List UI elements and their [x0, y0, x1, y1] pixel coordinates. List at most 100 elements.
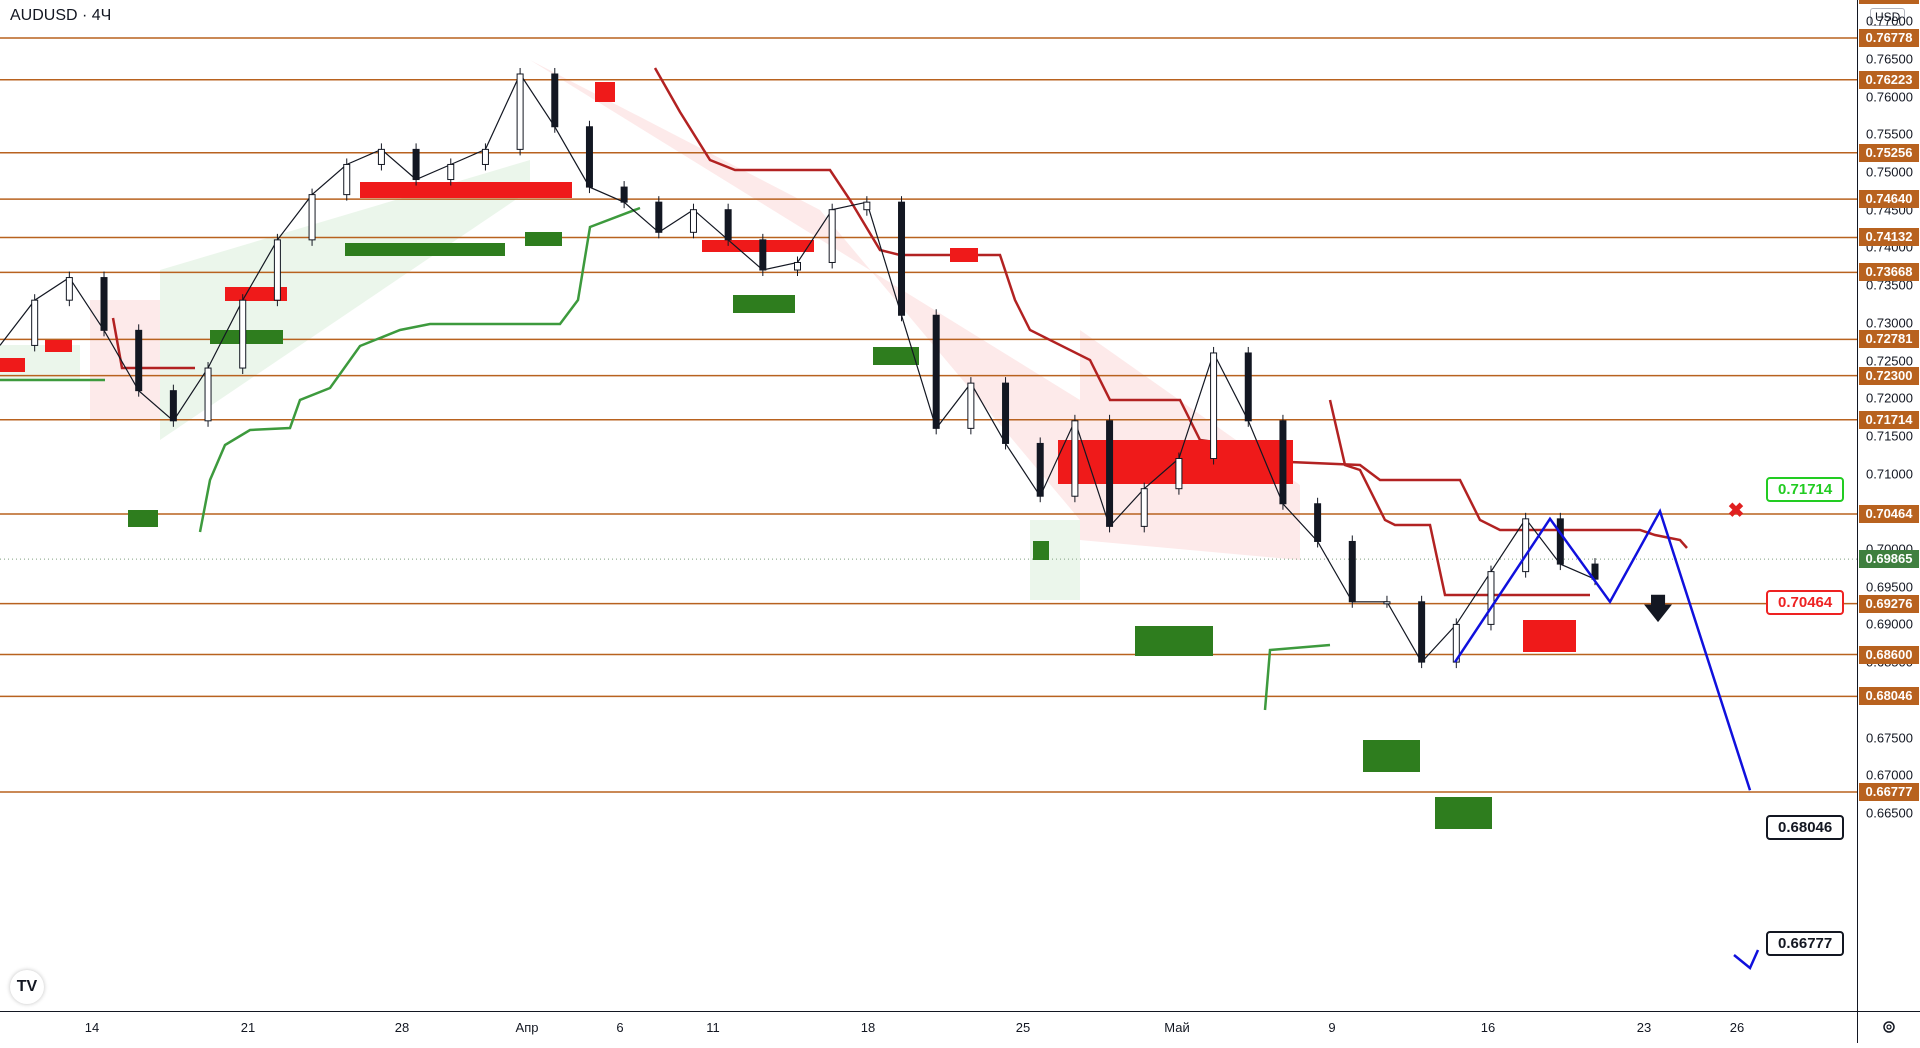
candle-body-16 [551, 73, 559, 128]
candle-body-20 [689, 209, 697, 233]
forecast-path [1453, 508, 1752, 791]
supertrend-down-1 [653, 67, 1688, 549]
level-price-label: 0.75256 [1859, 143, 1919, 162]
candle-body-5 [169, 390, 177, 422]
level-price-label: 0.66777 [1859, 783, 1919, 801]
level-price-label: 0.76223 [1859, 70, 1919, 89]
candle-body-24 [828, 209, 836, 263]
resistance-zone-1 [45, 340, 72, 352]
resistance-zone-8 [595, 82, 615, 102]
level-price-label: 0.71714 [1859, 410, 1919, 429]
candle-body-44 [1522, 518, 1530, 573]
price-callout[interactable]: 0.66777 [1766, 931, 1845, 956]
current-price-label: 0.69865 [1859, 550, 1919, 569]
time-tick: Апр [515, 1020, 539, 1035]
resistance-zone-5 [360, 182, 572, 198]
candle-body-2 [65, 277, 73, 301]
supertrend-up-1 [198, 206, 641, 533]
time-tick: Май [1164, 1020, 1190, 1035]
support-zone-17 [1435, 797, 1492, 829]
support-zone-15 [1135, 626, 1213, 656]
price-tick: 0.69500 [1866, 579, 1913, 595]
price-tick: 0.67000 [1866, 767, 1913, 783]
price-tick: 0.71000 [1866, 466, 1913, 482]
time-axis[interactable]: 14 21 28 Апр 6 11 18 25 Май 9 16 23 26 [0, 1011, 1857, 1043]
price-tick: 0.73000 [1866, 315, 1913, 331]
supertrend-up-2 [1263, 643, 1331, 711]
tradingview-logo[interactable]: TV [10, 970, 44, 1004]
resistance-zone-12 [950, 248, 978, 262]
candle-body-45 [1556, 518, 1564, 565]
support-zone-13 [1033, 541, 1049, 560]
time-tick: 25 [1015, 1020, 1031, 1035]
candle-body-6 [204, 367, 212, 422]
currency-selector[interactable]: USD [1870, 8, 1906, 26]
price-tick: 0.72000 [1866, 390, 1913, 406]
candle-body-39 [1348, 540, 1356, 603]
price-scale[interactable]: USD 0.77000 0.76500 0.76000 0.75500 0.75000 0… [1857, 0, 1920, 1011]
candle-body-22 [759, 239, 767, 271]
candle-body-15 [516, 73, 524, 150]
candle-body-26 [898, 201, 906, 316]
candle-body-43 [1487, 571, 1495, 625]
candle-body-38 [1314, 503, 1322, 542]
time-tick: 28 [394, 1020, 410, 1035]
time-tick: 6 [616, 1020, 624, 1035]
candle-body-25 [863, 201, 871, 211]
resistance-zone-18 [1523, 620, 1576, 652]
time-tick: 14 [84, 1020, 100, 1035]
price-tick: 0.76500 [1866, 51, 1913, 67]
price-tick: 0.66500 [1866, 805, 1913, 821]
support-zone-2 [128, 510, 158, 527]
candle-body-13 [447, 163, 455, 181]
level-price-label: 0.72781 [1859, 330, 1919, 349]
candle-body-30 [1036, 442, 1044, 497]
price-callout[interactable]: 0.68046 [1766, 815, 1845, 840]
candle-body-11 [377, 148, 385, 165]
candle-body-32 [1106, 420, 1114, 527]
level-price-label: 0.74132 [1859, 228, 1919, 247]
candle-body-23 [794, 261, 801, 271]
candle-body-31 [1071, 420, 1079, 497]
candle-body-40 [1383, 601, 1391, 605]
support-zone-7 [525, 232, 562, 246]
gear-icon[interactable] [1858, 1012, 1920, 1043]
candle-body-33 [1140, 488, 1148, 527]
price-tick: 0.72500 [1866, 353, 1913, 368]
time-tick: 11 [706, 1020, 720, 1035]
candle-body-28 [967, 382, 975, 429]
resistance-zone-0 [0, 358, 25, 372]
level-price-label: 0.72300 [1859, 366, 1919, 385]
level-price-label: 0.76778 [1859, 28, 1919, 47]
candle-body-17 [585, 126, 593, 188]
resistance-zone-9 [702, 240, 814, 252]
price-tick: 0.69000 [1866, 616, 1913, 632]
supertrend-fill-3 [530, 60, 1080, 520]
candle-body-12 [412, 148, 420, 181]
price-chart[interactable]: ✖🡇 [0, 0, 1857, 1011]
candle-body-1 [31, 299, 39, 346]
price-tick: 0.71500 [1866, 428, 1913, 444]
down-arrow-icon: 🡇 [1644, 592, 1673, 625]
forecast-arrowhead [1733, 949, 1760, 970]
supertrend-fill-4 [1030, 520, 1080, 600]
price-tick: 0.67500 [1866, 730, 1913, 745]
candle-body-7 [239, 299, 247, 369]
price-tick: 0.75500 [1866, 126, 1913, 142]
price-tick: 0.76000 [1866, 89, 1913, 105]
resistance-zone-3 [225, 287, 287, 301]
support-zone-4 [210, 330, 283, 344]
candle-body-10 [343, 163, 351, 196]
level-price-label: 0.77346 [1859, 0, 1919, 5]
supertrend-down-0 [111, 317, 195, 370]
level-price-label: 0.74640 [1859, 190, 1919, 209]
level-price-label: 0.73668 [1859, 263, 1919, 282]
price-callout[interactable]: 0.70464 [1766, 590, 1845, 615]
support-zone-6 [345, 243, 505, 256]
symbol-title[interactable]: AUDUSD · 4Ч [10, 7, 112, 24]
settings-corner[interactable] [1857, 1011, 1920, 1043]
candle-body-8 [273, 239, 281, 301]
chart-area[interactable]: ✖ 🡇 AUDUSD · 4Ч TV 0.71714 0.70464 0.68046 0… [0, 0, 1857, 1011]
supertrend-fill-2 [160, 160, 530, 440]
price-callout[interactable]: 0.71714 [1766, 477, 1845, 502]
